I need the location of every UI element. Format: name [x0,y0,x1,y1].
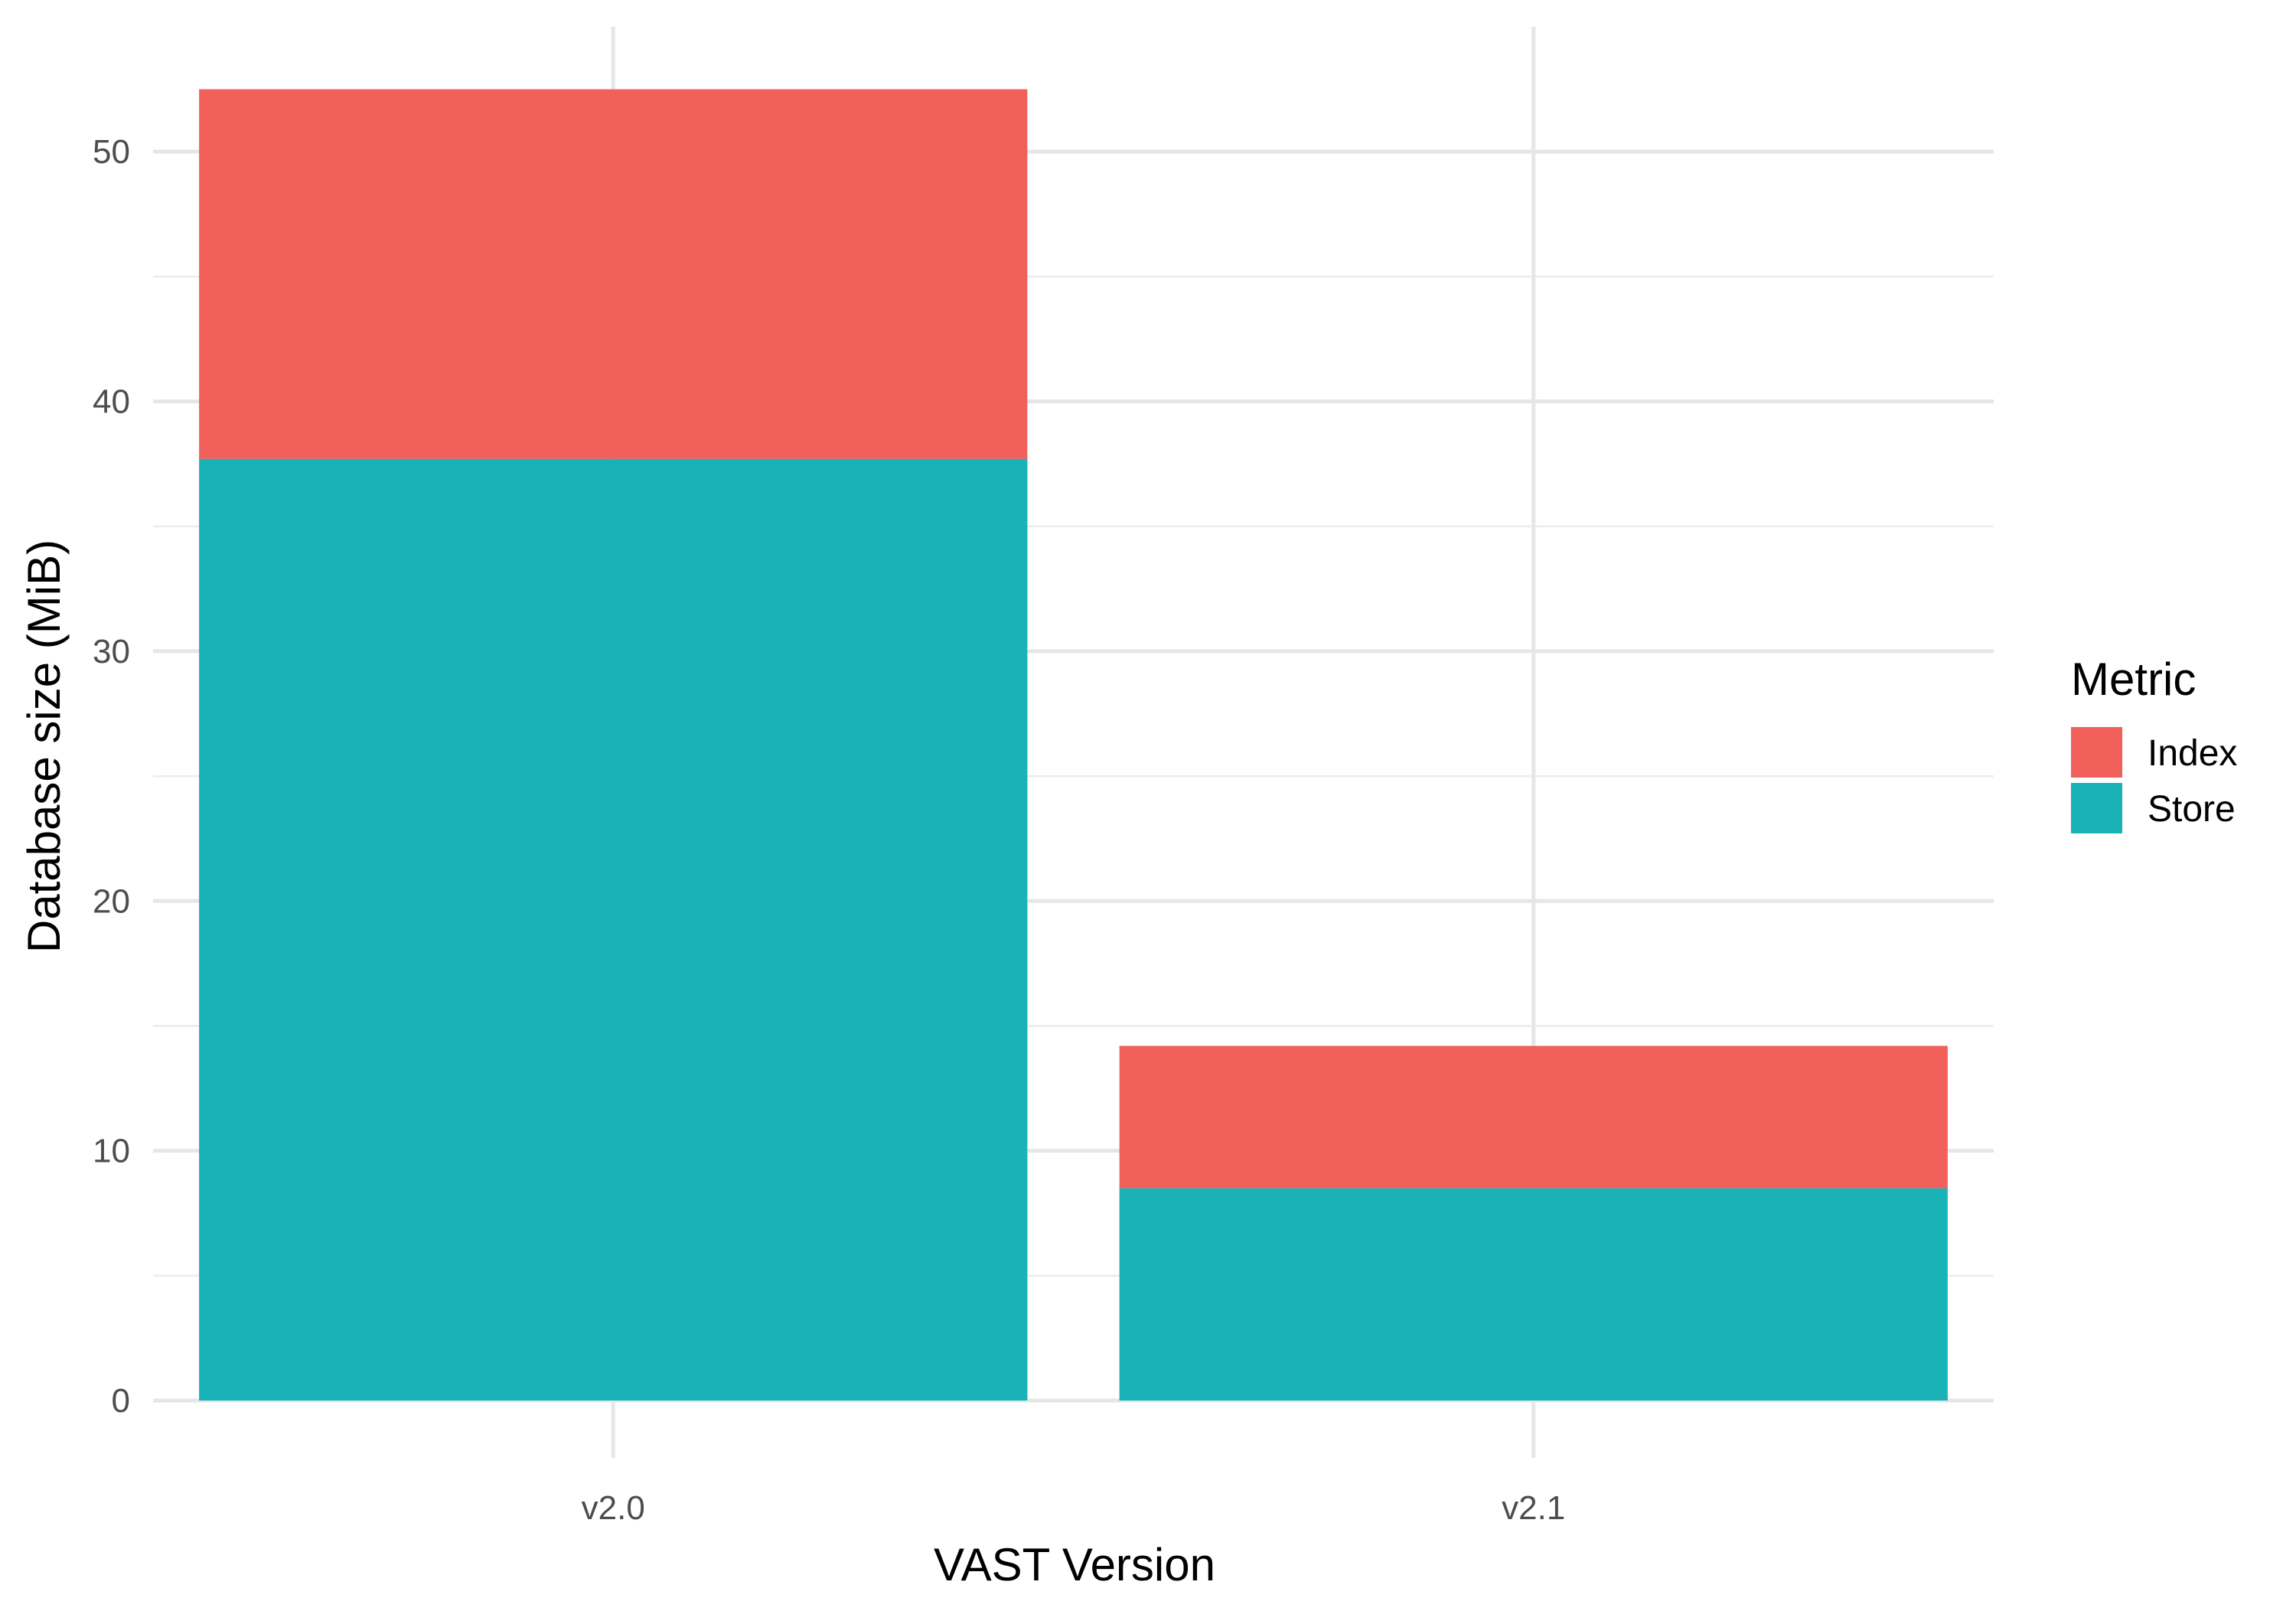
x-tick-label: v2.0 [582,1489,645,1527]
legend-label-index: Index [2148,733,2237,774]
bar-index-v2-0 [199,89,1028,459]
y-tick-label: 50 [93,133,130,171]
x-axis-title: VAST Version [934,1539,1215,1590]
legend-swatch-index [2071,727,2122,778]
y-tick-label: 10 [93,1133,130,1170]
y-tick-label: 20 [93,882,130,920]
y-axis-title: Database size (MiB) [18,540,70,953]
x-tick-labels: v2.0 v2.1 [582,1489,1566,1527]
bar-store-v2-1 [1119,1188,1948,1401]
legend-entries: Index Store [2071,727,2237,833]
bar-store-v2-0 [199,458,1028,1401]
bars-layer [199,89,1948,1401]
y-tick-label: 30 [93,633,130,670]
legend-label-store: Store [2148,789,2236,830]
legend-swatch-store [2071,783,2122,833]
bar-index-v2-1 [1119,1045,1948,1189]
x-tick-label: v2.1 [1502,1489,1565,1527]
y-tick-labels: 0 10 20 30 40 50 [93,133,130,1420]
y-tick-label: 40 [93,383,130,421]
y-tick-label: 0 [112,1382,130,1420]
legend-title: Metric [2071,654,2196,705]
legend: Metric Index Store [2071,654,2237,833]
